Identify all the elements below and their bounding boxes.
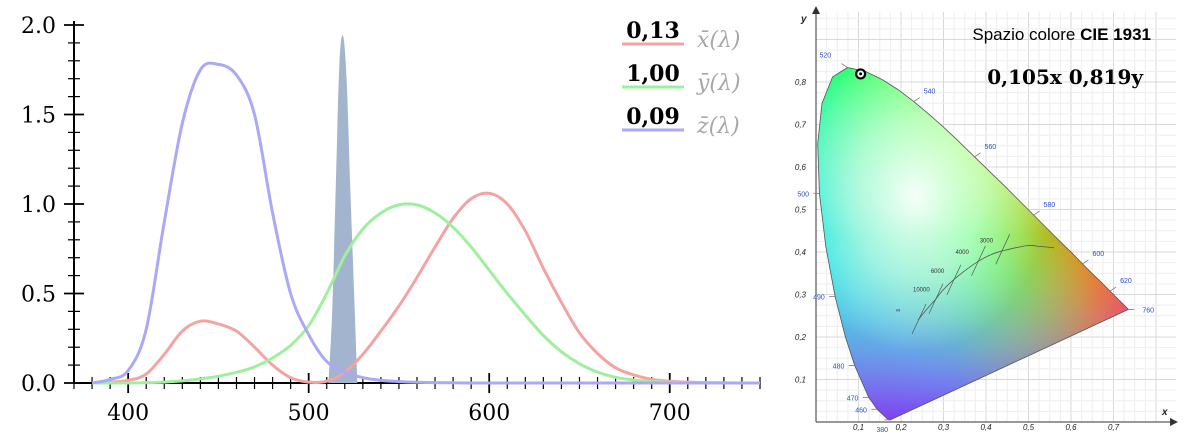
- series-line-3: [91, 61, 760, 385]
- cie-chart: x y 0,1 0,2 0,3 0,4 0,5 0,6 0,7 0,1 0,2 0,3 0,4 0,5 0,…: [795, 6, 1200, 436]
- cie-y-tick-label: 0,7: [795, 121, 807, 130]
- y-tick-label: 1.0: [21, 193, 56, 218]
- cie-y-tick-label: 0,8: [795, 78, 807, 87]
- cie-y-tick-label: 0,4: [795, 248, 807, 257]
- wavelength-label: 500: [797, 191, 809, 198]
- cie-x-tick-label: 0,4: [980, 423, 992, 432]
- isotherm-line: [995, 234, 1011, 265]
- wavelength-label: 620: [1120, 278, 1132, 285]
- isotherm-line: [946, 264, 962, 296]
- cie-locus-outline: [817, 67, 1130, 421]
- cie-x-tick-label: 0,5: [1023, 423, 1035, 432]
- y-tick-label: 0.5: [21, 283, 56, 308]
- wavelength-tick: [1082, 259, 1089, 265]
- wavelength-label: 760: [1142, 307, 1154, 314]
- series-line-1: [92, 191, 760, 385]
- wavelength-label: 580: [1044, 202, 1056, 209]
- series-line-2: [92, 202, 760, 385]
- isotherm-line: [911, 303, 927, 335]
- wavelength-tick: [913, 97, 920, 102]
- spectral-band: [328, 35, 358, 383]
- wavelength-label: 470: [847, 395, 859, 402]
- cmf-legend: 0,13 x̄(λ) 1,00 ȳ(λ) 0,09 z̄(λ): [622, 18, 741, 139]
- cie-overlay: 380 460 470 480 490 500 520 540 560 580 600 620 760 3…: [797, 25, 1154, 434]
- temperature-label: ∞: [896, 308, 900, 314]
- planckian-locus: [917, 244, 1055, 321]
- cie-x-arrow: [1170, 418, 1178, 426]
- wavelength-label: 520: [819, 53, 831, 60]
- temperature-label: 4000: [956, 250, 970, 256]
- cie-y-tick-label: 0,1: [795, 376, 806, 385]
- legend-label-2: ȳ(λ): [696, 71, 741, 96]
- cie-title-prefix: Spazio colore: [972, 25, 1075, 44]
- cie-x-tick-label: 0,3: [938, 423, 950, 432]
- wavelength-label: 490: [813, 295, 825, 302]
- wavelength-label: 460: [855, 407, 867, 414]
- cie-x-label: x: [1161, 407, 1168, 418]
- x-tick-label: 400: [107, 401, 149, 426]
- spectral-band-fill: [328, 35, 358, 383]
- cie-x-tick-label: 0,2: [895, 423, 907, 432]
- selected-point-center: [859, 72, 863, 76]
- cie-x-tick-label: 0,1: [853, 423, 864, 432]
- cmf-axes: 400 500 600 700 0.0 0.5 1.0 1.5 2.0: [21, 14, 761, 426]
- temperature-label: 3000: [980, 238, 994, 244]
- legend-label-3: z̄(λ): [696, 114, 740, 139]
- cie-title-bold: CIE 1931: [1080, 25, 1151, 44]
- wavelength-tick: [841, 63, 848, 68]
- cie-x-tick-label: 0,6: [1065, 423, 1077, 432]
- wavelength-label: 540: [924, 89, 936, 96]
- x-tick-label: 700: [649, 401, 691, 426]
- y-tick-label: 1.5: [21, 104, 56, 129]
- x-tick-label: 500: [288, 401, 330, 426]
- wavelength-label: 380: [876, 427, 888, 434]
- cmf-chart: 400 500 600 700 0.0 0.5 1.0 1.5 2.0 0,13 x̄(λ) 1,0…: [21, 14, 761, 426]
- cie-y-tick-label: 0,3: [795, 291, 807, 300]
- wavelength-tick: [1109, 286, 1117, 292]
- legend-value-3: 0,09: [626, 104, 680, 130]
- cie-y-arrow: [812, 6, 820, 14]
- cie-title: Spazio colore CIE 1931: [972, 25, 1151, 44]
- wavelength-tick: [974, 152, 981, 158]
- isotherm-line: [928, 283, 944, 314]
- cmf-series: [91, 61, 760, 385]
- isotherm-line: [971, 245, 986, 276]
- legend-label-1: x̄(λ): [697, 28, 741, 53]
- wavelength-label: 560: [985, 144, 997, 151]
- y-tick-label: 2.0: [21, 14, 56, 39]
- cie-y-tick-label: 0,2: [795, 333, 807, 342]
- y-tick-label: 0.0: [21, 372, 56, 397]
- wavelength-label: 600: [1092, 251, 1104, 258]
- wavelength-label: 480: [833, 363, 845, 370]
- cie-y-tick-label: 0,6: [795, 163, 807, 172]
- cie-y-tick-label: 0,5: [795, 206, 807, 215]
- temperature-label: 10000: [913, 288, 930, 294]
- x-tick-label: 600: [468, 401, 510, 426]
- legend-value-1: 0,13: [626, 18, 680, 44]
- point-readout: 0,105x 0,819y: [987, 65, 1144, 89]
- wavelength-tick: [1033, 210, 1040, 216]
- legend-value-2: 1,00: [626, 61, 680, 87]
- temperature-label: 6000: [931, 269, 945, 275]
- cie-y-label: y: [800, 14, 807, 25]
- cie-x-tick-label: 0,7: [1108, 423, 1120, 432]
